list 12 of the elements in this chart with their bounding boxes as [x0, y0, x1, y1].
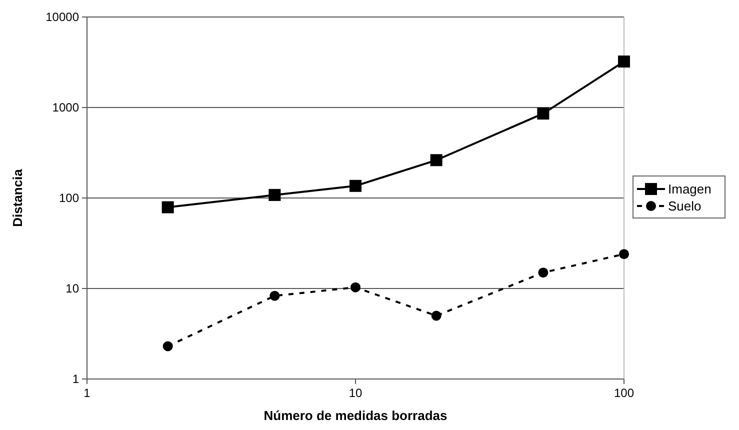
- y-axis-title: Distancia: [10, 168, 25, 227]
- y-tick-label: 10000: [46, 10, 80, 24]
- x-axis-title: Número de medidas borradas: [264, 408, 448, 423]
- x-tick-label: 10: [348, 386, 362, 400]
- y-tick-label: 1000: [52, 100, 80, 115]
- y-tick-label: 100: [58, 191, 80, 206]
- legend-label: Imagen: [668, 182, 712, 197]
- legend-label: Suelo: [668, 198, 702, 214]
- x-tick-label: 1: [84, 386, 91, 400]
- y-tick-label: 10: [66, 282, 80, 296]
- x-tick-label: 100: [614, 386, 634, 400]
- y-tick-label: 1: [72, 372, 80, 386]
